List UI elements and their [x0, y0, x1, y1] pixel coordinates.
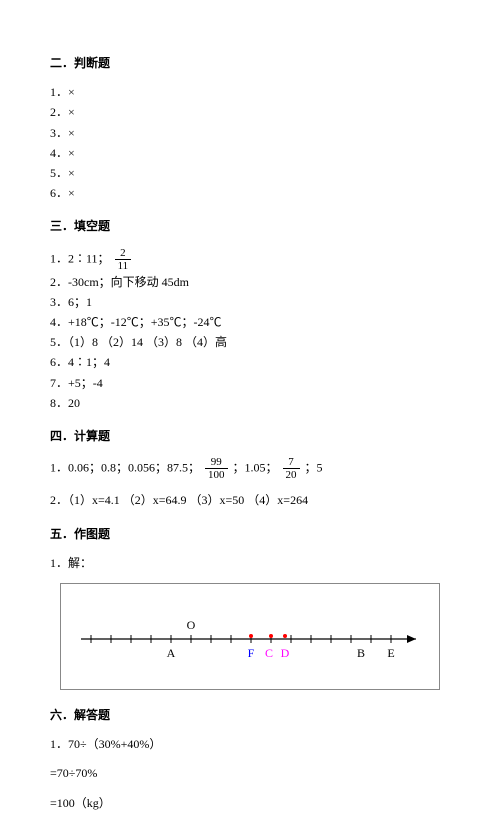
answer-item: 1．2∶11； 2 11 — [50, 247, 450, 272]
calculation-answers: 1．0.06；0.8；0.056；87.5； 99 100 ；1.05； 7 2… — [50, 456, 450, 510]
numerator: 7 — [283, 456, 300, 469]
answer-item: 6．4∶1；4 — [50, 353, 450, 372]
answer-item: 2．× — [50, 103, 450, 122]
numerator: 2 — [115, 247, 132, 260]
denominator: 11 — [115, 260, 132, 272]
judgment-answers: 1．× 2．× 3．× 4．× 5．× 6．× — [50, 83, 450, 203]
solution-line: 1．70÷（30%+40%） — [50, 735, 450, 754]
answer-item: 2．-30cm；向下移动 45dm — [50, 273, 450, 292]
answer-item: 7．+5；-4 — [50, 374, 450, 393]
answer-item: 3．× — [50, 124, 450, 143]
point-dot — [269, 634, 273, 638]
section-3-title: 三．填空题 — [50, 217, 450, 236]
calc-text: ；5 — [305, 461, 323, 475]
axis-arrow — [407, 635, 416, 643]
number-line-svg: O A F C D B E — [71, 609, 431, 669]
section-2-title: 二．判断题 — [50, 54, 450, 73]
q1-prefix: 1．2∶11； — [50, 251, 110, 265]
calc-text: ；1.05； — [233, 461, 278, 475]
solution-answers: 1．70÷（30%+40%） =70÷70% =100（kg） — [50, 735, 450, 813]
point-dot — [283, 634, 287, 638]
number-line-figure: O A F C D B E — [60, 583, 440, 690]
answer-item: 4．× — [50, 144, 450, 163]
label-E: E — [387, 646, 394, 660]
section-4-title: 四．计算题 — [50, 427, 450, 446]
answer-item: 6．× — [50, 184, 450, 203]
point-dot — [249, 634, 253, 638]
calc-q1: 1．0.06；0.8；0.056；87.5； 99 100 ；1.05； 7 2… — [50, 456, 450, 481]
calc-text: 1．0.06；0.8；0.056；87.5； — [50, 461, 200, 475]
label-D: D — [281, 646, 290, 660]
label-A: A — [167, 646, 176, 660]
answer-item: 4．+18℃；-12℃；+35℃；-24℃ — [50, 313, 450, 332]
solution-line: =100（kg） — [50, 794, 450, 813]
fraction: 2 11 — [115, 247, 132, 272]
fraction: 7 20 — [283, 456, 300, 481]
label-B: B — [357, 646, 365, 660]
label-F: F — [248, 646, 255, 660]
answer-item: 3．6；1 — [50, 293, 450, 312]
drawing-q1: 1．解： — [50, 554, 450, 573]
answer-item: 8．20 — [50, 394, 450, 413]
label-O: O — [187, 618, 196, 632]
numerator: 99 — [205, 456, 228, 469]
denominator: 20 — [283, 469, 300, 481]
label-C: C — [265, 646, 273, 660]
denominator: 100 — [205, 469, 228, 481]
answer-item: 1．× — [50, 83, 450, 102]
answer-item: 5．（1）8 （2）14 （3）8 （4）高 — [50, 333, 450, 352]
solution-line: =70÷70% — [50, 764, 450, 783]
answer-item: 5．× — [50, 164, 450, 183]
fill-blank-answers: 1．2∶11； 2 11 2．-30cm；向下移动 45dm 3．6；1 4．+… — [50, 247, 450, 414]
calc-q2: 2．（1）x=4.1 （2）x=64.9 （3）x=50 （4）x=264 — [50, 491, 450, 510]
fraction: 99 100 — [205, 456, 228, 481]
section-5-title: 五．作图题 — [50, 525, 450, 544]
section-6-title: 六．解答题 — [50, 706, 450, 725]
